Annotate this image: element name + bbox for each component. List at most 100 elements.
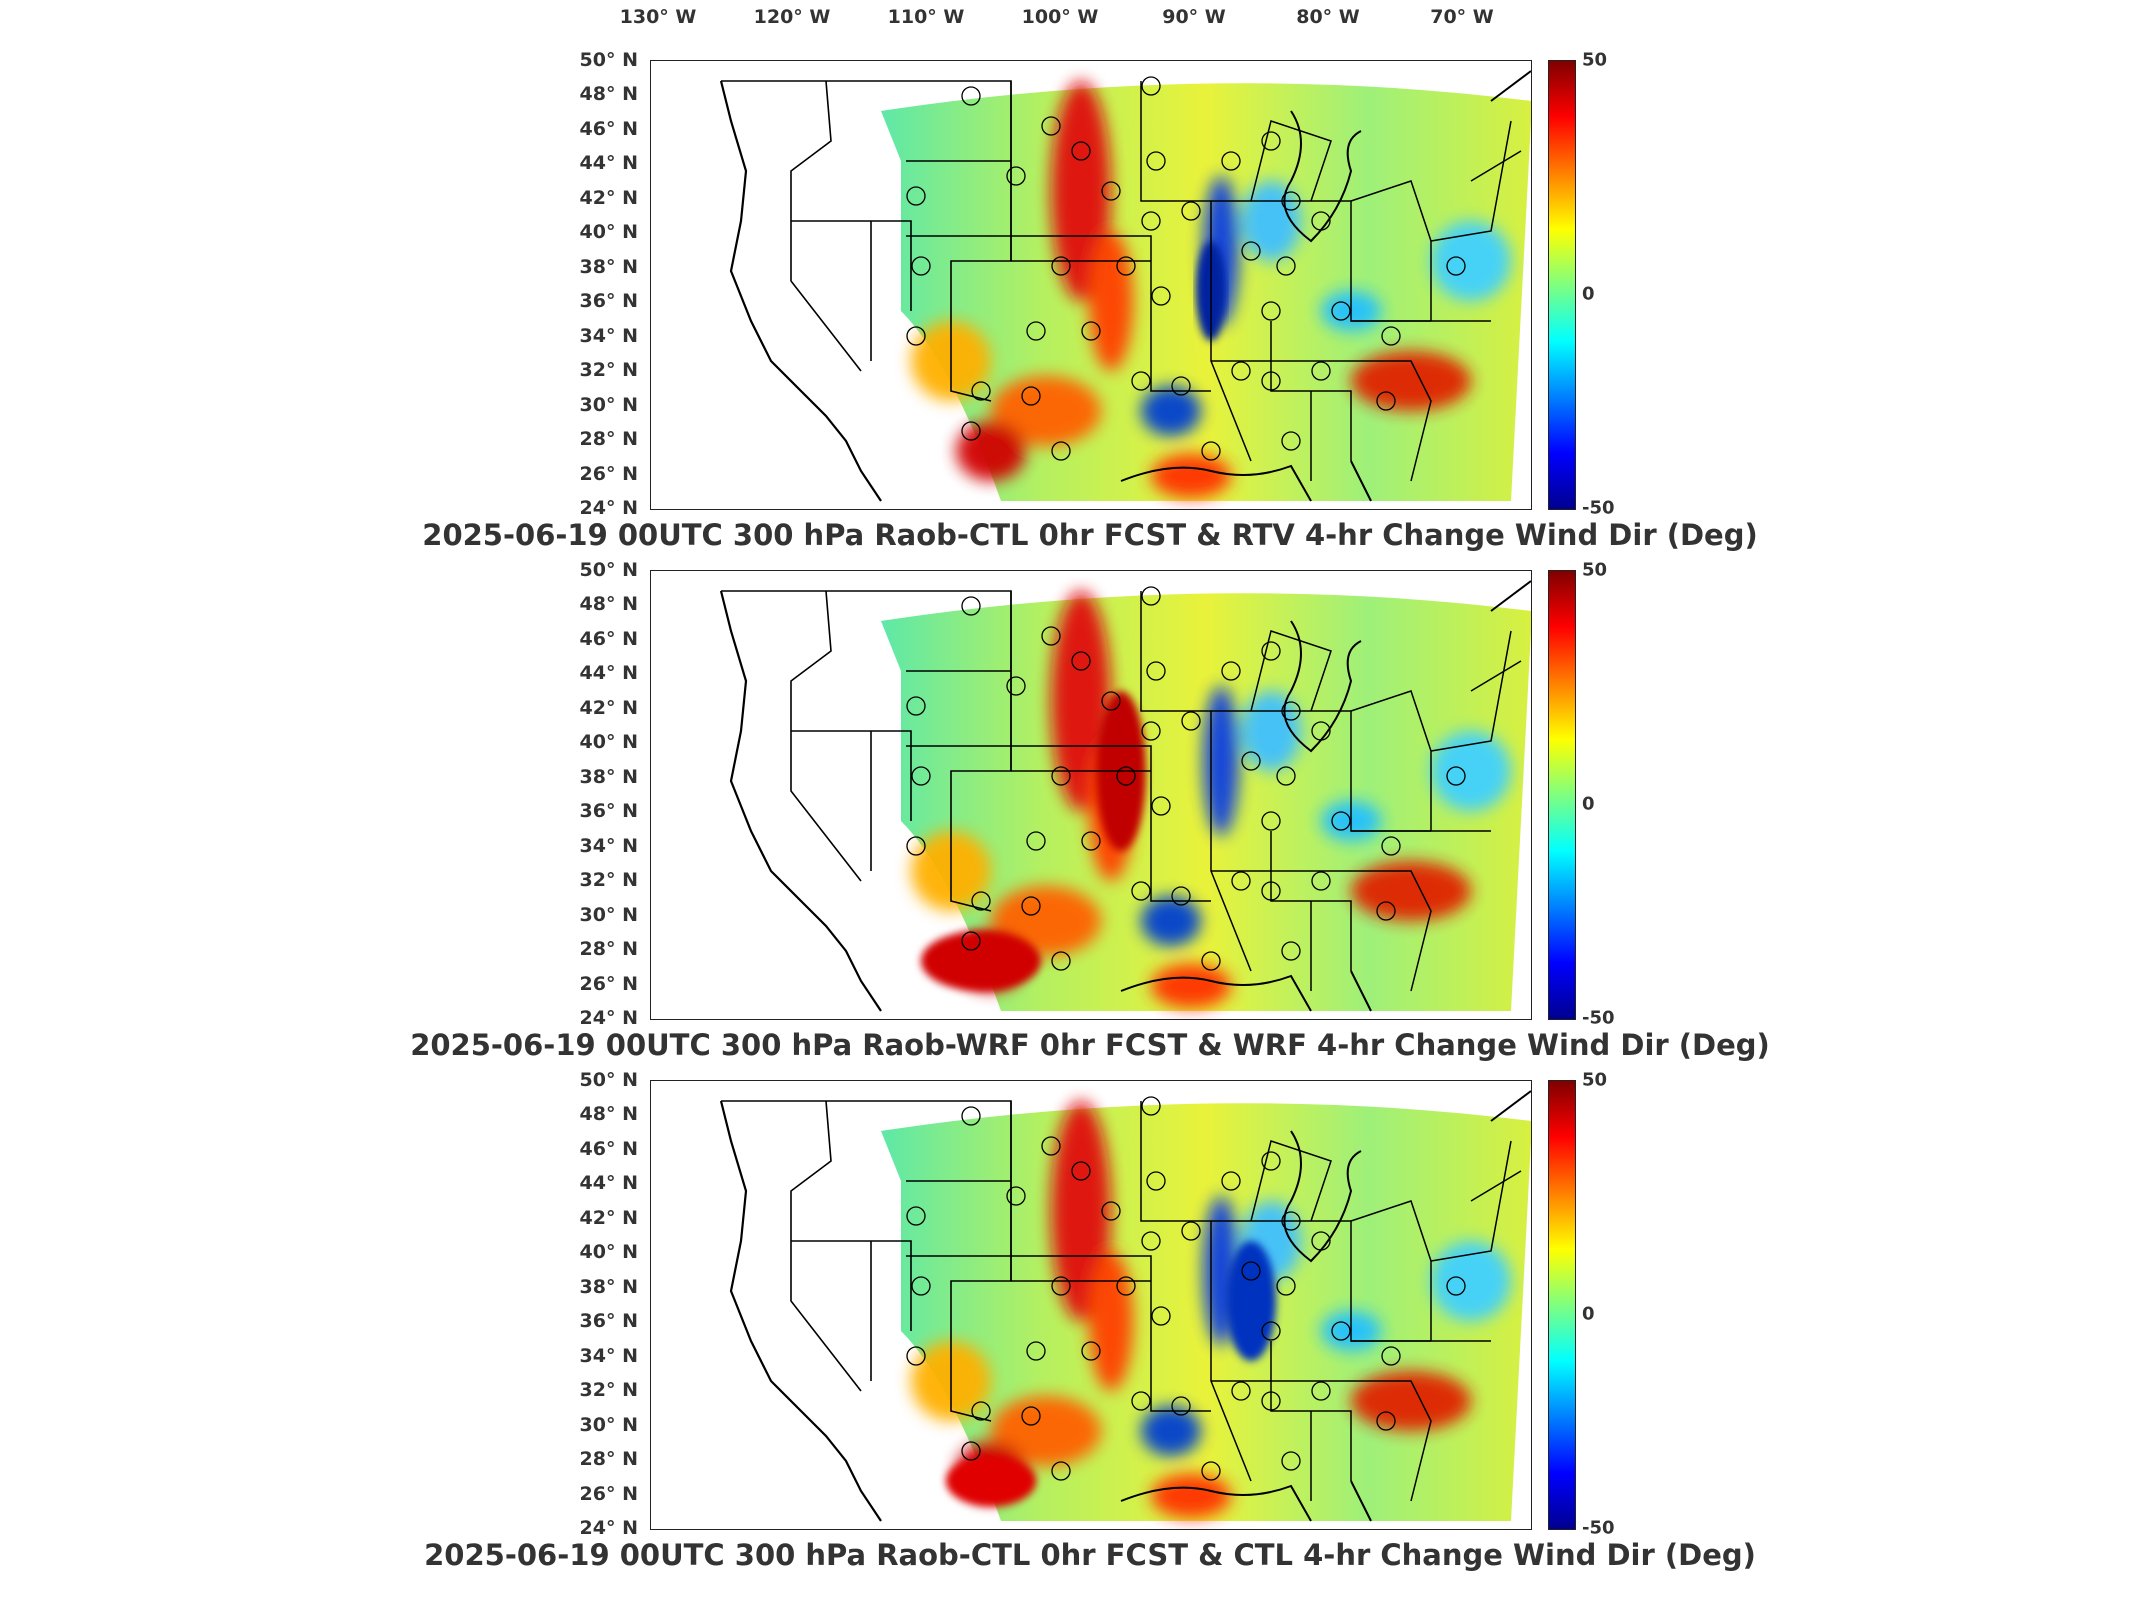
lat-label: 32° N <box>579 359 638 382</box>
colorbar-min-label: -50 <box>1582 497 1615 519</box>
raob-station-marker <box>961 596 981 616</box>
raob-station-marker <box>971 891 991 911</box>
colorbar-mid-label: 0 <box>1582 283 1595 305</box>
raob-station-marker <box>1281 431 1301 451</box>
map-frame <box>650 570 1532 1020</box>
raob-station-marker <box>1311 1231 1331 1251</box>
colorbar-max-label: 50 <box>1582 1069 1608 1091</box>
raob-station-marker <box>1181 711 1201 731</box>
lat-label: 46° N <box>579 1137 638 1160</box>
lat-label: 34° N <box>579 834 638 857</box>
raob-station-marker <box>961 421 981 441</box>
raob-station-marker <box>1446 256 1466 276</box>
raob-station-marker <box>1281 191 1301 211</box>
raob-station-marker <box>1376 901 1396 921</box>
panel-title: 2025-06-19 00UTC 300 hPa Raob-CTL 0hr FC… <box>424 1538 1756 1572</box>
raob-station-marker <box>1281 941 1301 961</box>
raob-station-marker <box>1021 386 1041 406</box>
lon-label: 100° W <box>1021 6 1099 28</box>
lat-label: 36° N <box>579 290 638 313</box>
raob-station-marker <box>1141 211 1161 231</box>
lat-label: 34° N <box>579 1344 638 1367</box>
lat-label: 46° N <box>579 627 638 650</box>
raob-station-marker <box>1131 1391 1151 1411</box>
colorbar <box>1548 60 1576 510</box>
raob-station-marker <box>1071 141 1091 161</box>
raob-station-marker <box>1026 831 1046 851</box>
raob-station-marker <box>1311 211 1331 231</box>
raob-station-marker <box>1261 131 1281 151</box>
raob-station-marker <box>1026 1341 1046 1361</box>
raob-station-marker <box>906 696 926 716</box>
raob-station-marker <box>1026 321 1046 341</box>
lat-label: 50° N <box>579 49 638 71</box>
raob-station-marker <box>971 381 991 401</box>
raob-station-marker <box>1146 151 1166 171</box>
raob-station-marker <box>1261 881 1281 901</box>
colorbar-min-label: -50 <box>1582 1517 1615 1539</box>
colorbar-max-label: 50 <box>1582 559 1608 581</box>
lat-label: 46° N <box>579 117 638 140</box>
panel-title: 2025-06-19 00UTC 300 hPa Raob-WRF 0hr FC… <box>410 1028 1770 1062</box>
raob-station-marker <box>1006 166 1026 186</box>
raob-station-marker <box>1276 766 1296 786</box>
lat-label: 30° N <box>579 903 638 926</box>
lat-label: 30° N <box>579 393 638 416</box>
raob-station-marker <box>1171 1396 1191 1416</box>
raob-station-marker <box>906 836 926 856</box>
raob-station-marker <box>1201 951 1221 971</box>
raob-station-marker <box>906 186 926 206</box>
raob-station-marker <box>1201 1461 1221 1481</box>
lat-label: 28° N <box>579 938 638 961</box>
lat-label: 48° N <box>579 593 638 616</box>
lat-label: 50° N <box>579 1069 638 1091</box>
raob-station-marker <box>1051 951 1071 971</box>
colorbar-min-label: -50 <box>1582 1007 1615 1029</box>
colorbar-max-label: 50 <box>1582 49 1608 71</box>
raob-station-marker <box>1281 1211 1301 1231</box>
lon-label: 120° W <box>753 6 831 28</box>
raob-station-marker <box>1041 1136 1061 1156</box>
wind-direction-map <box>719 580 1531 1012</box>
lat-label: 38° N <box>579 1275 638 1298</box>
raob-station-marker <box>1171 376 1191 396</box>
raob-station-marker <box>1141 586 1161 606</box>
wind-direction-map <box>719 70 1531 502</box>
raob-station-marker <box>911 766 931 786</box>
raob-station-marker <box>1141 1231 1161 1251</box>
lat-label: 32° N <box>579 869 638 892</box>
raob-station-marker <box>1221 661 1241 681</box>
raob-station-marker <box>1151 286 1171 306</box>
raob-station-marker <box>1231 871 1251 891</box>
lat-label: 42° N <box>579 186 638 209</box>
lat-label: 38° N <box>579 765 638 788</box>
lat-label: 48° N <box>579 1103 638 1126</box>
raob-station-marker <box>1376 1411 1396 1431</box>
raob-station-marker <box>1311 721 1331 741</box>
raob-station-marker <box>1221 151 1241 171</box>
raob-station-marker <box>1021 896 1041 916</box>
raob-station-marker <box>1116 256 1136 276</box>
raob-station-marker <box>911 256 931 276</box>
raob-station-marker <box>1006 676 1026 696</box>
raob-station-marker <box>1221 1171 1241 1191</box>
lat-label: 30° N <box>579 1413 638 1436</box>
raob-station-marker <box>1241 241 1261 261</box>
raob-station-marker <box>1141 721 1161 741</box>
raob-station-marker <box>1051 766 1071 786</box>
lat-label: 36° N <box>579 800 638 823</box>
raob-station-marker <box>1051 256 1071 276</box>
raob-station-marker <box>1141 76 1161 96</box>
lat-label: 28° N <box>579 428 638 451</box>
lat-label: 28° N <box>579 1448 638 1471</box>
raob-station-marker <box>1151 796 1171 816</box>
lon-label: 130° W <box>619 6 697 28</box>
raob-station-marker <box>1146 1171 1166 1191</box>
raob-station-marker <box>1261 811 1281 831</box>
raob-station-marker <box>1116 1276 1136 1296</box>
lon-label: 90° W <box>1162 6 1226 28</box>
raob-station-marker <box>1171 886 1191 906</box>
raob-station-marker <box>906 1346 926 1366</box>
lat-label: 42° N <box>579 696 638 719</box>
raob-station-marker <box>1021 1406 1041 1426</box>
